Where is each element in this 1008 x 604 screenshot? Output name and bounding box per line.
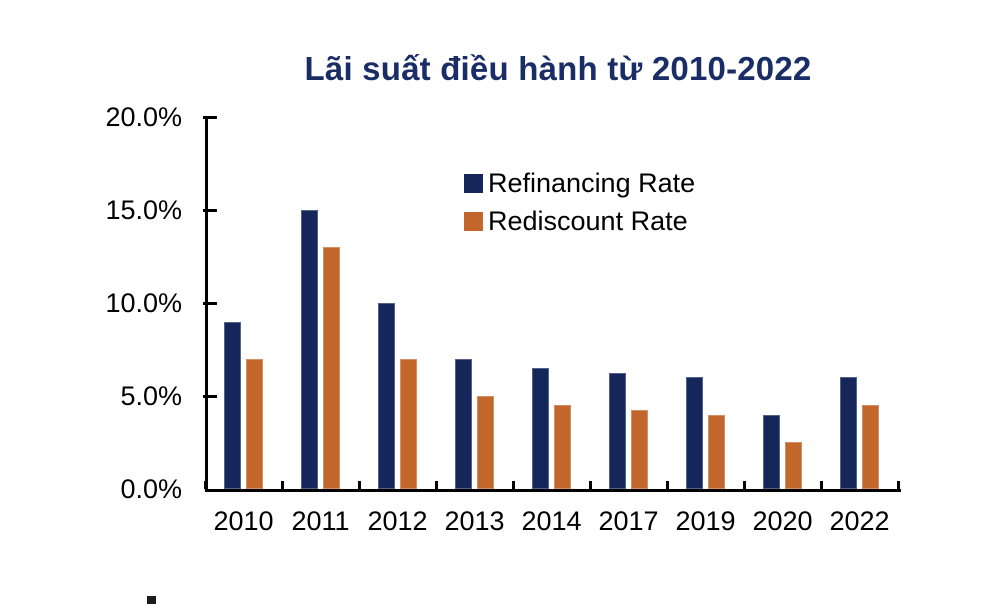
chart-legend: Refinancing Rate Rediscount Rate xyxy=(464,168,695,236)
cutoff-text-fragment xyxy=(147,596,156,604)
x-axis-tick xyxy=(743,481,746,489)
x-axis-tick xyxy=(358,481,361,489)
legend-swatch-rediscount-icon xyxy=(464,211,483,231)
x-axis-tick xyxy=(666,481,669,489)
x-axis-category-label: 2011 xyxy=(291,506,350,536)
x-axis-category-label: 2022 xyxy=(829,506,890,536)
chart-title: Lãi suất điều hành từ 2010-2022 xyxy=(304,50,812,87)
bar-rediscount-rate-2013 xyxy=(477,396,494,489)
bar-rediscount-rate-2010 xyxy=(246,359,263,489)
x-axis-tick xyxy=(820,481,823,489)
x-axis-tick xyxy=(512,481,515,489)
bar-refinancing-rate-2014 xyxy=(532,368,549,489)
y-axis-tick xyxy=(203,395,217,398)
y-axis-tick xyxy=(203,302,217,305)
y-axis-tick xyxy=(203,209,217,212)
x-axis-tick xyxy=(204,481,207,489)
bar-rediscount-rate-2022 xyxy=(862,405,879,489)
x-axis-tick xyxy=(281,481,284,489)
bar-rediscount-rate-2017 xyxy=(631,410,648,489)
legend-item-rediscount-rate: Rediscount Rate xyxy=(464,206,695,236)
x-axis-category-label: 2017 xyxy=(598,506,659,536)
bar-refinancing-rate-2017 xyxy=(609,373,626,489)
legend-label-refinancing-rate: Refinancing Rate xyxy=(488,168,696,198)
bar-rediscount-rate-2019 xyxy=(708,415,725,489)
x-axis-tick xyxy=(897,481,900,489)
bar-rediscount-rate-2020 xyxy=(785,442,802,489)
y-axis-tick-label: 0.0% xyxy=(120,474,182,504)
x-axis-tick xyxy=(589,481,592,489)
x-axis-category-label: 2012 xyxy=(367,506,428,536)
x-axis-category-label: 2014 xyxy=(521,506,582,536)
y-axis-tick-label: 20.0% xyxy=(105,102,182,132)
x-axis-category-label: 2020 xyxy=(752,506,813,536)
bar-refinancing-rate-2020 xyxy=(763,415,780,489)
x-axis-category-label: 2019 xyxy=(675,506,736,536)
y-axis-tick-label: 5.0% xyxy=(120,381,182,411)
bar-refinancing-rate-2011 xyxy=(301,210,318,489)
y-axis-tick-label: 10.0% xyxy=(105,288,182,318)
y-axis-tick xyxy=(203,116,217,119)
x-axis-category-label: 2013 xyxy=(444,506,505,536)
bar-refinancing-rate-2013 xyxy=(455,359,472,489)
y-axis-tick-label: 15.0% xyxy=(105,195,182,225)
bar-refinancing-rate-2019 xyxy=(686,377,703,489)
bar-refinancing-rate-2012 xyxy=(378,303,395,489)
bar-rediscount-rate-2014 xyxy=(554,405,571,489)
legend-swatch-refinancing-icon xyxy=(464,173,483,193)
bar-refinancing-rate-2022 xyxy=(840,377,857,489)
legend-item-refinancing-rate: Refinancing Rate xyxy=(464,168,695,198)
x-axis-tick xyxy=(435,481,438,489)
bar-refinancing-rate-2010 xyxy=(224,322,241,489)
x-axis-category-label: 2010 xyxy=(213,506,274,536)
legend-label-rediscount-rate: Rediscount Rate xyxy=(488,206,688,236)
bar-rediscount-rate-2012 xyxy=(400,359,417,489)
bar-rediscount-rate-2011 xyxy=(323,247,340,489)
